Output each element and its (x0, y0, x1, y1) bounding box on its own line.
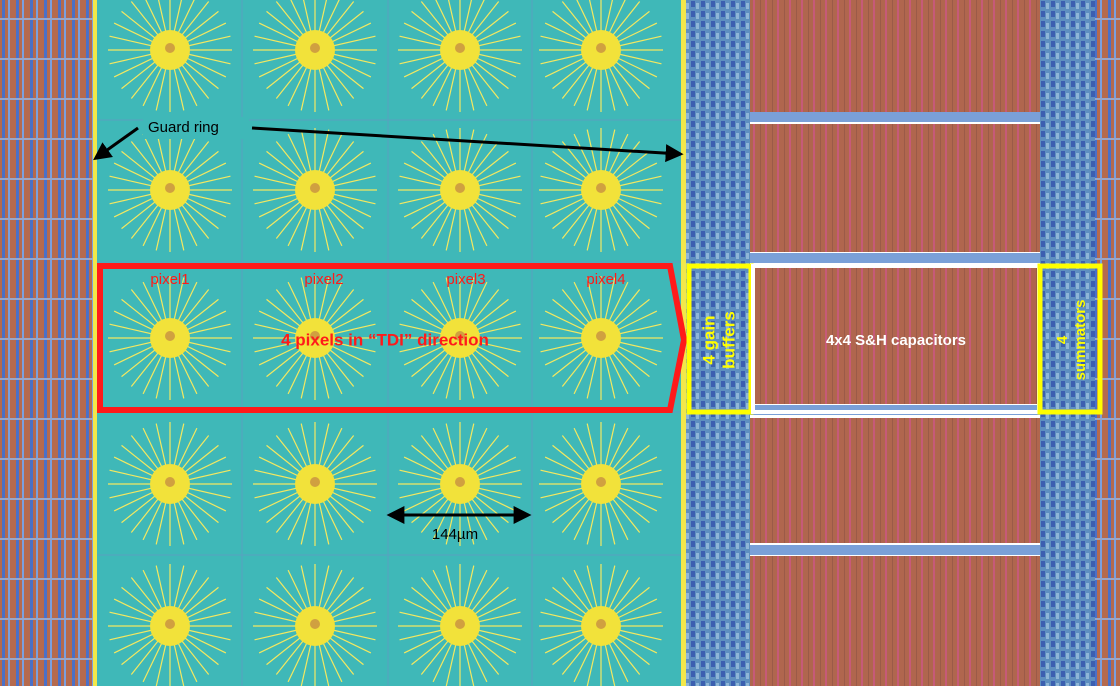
diode-center (165, 331, 175, 341)
guard-ring-label: Guard ring (148, 119, 219, 136)
diode-center (596, 477, 606, 487)
diode-center (596, 43, 606, 53)
pixel-label: pixel3 (446, 271, 485, 288)
diode-center (165, 183, 175, 193)
diode-center (310, 183, 320, 193)
buffer-label-line: buffers (719, 311, 738, 369)
bus (750, 112, 1040, 122)
page: pixel1 pixel2 pixel3 pixel4 4 pixels in … (0, 0, 1120, 686)
tdi-label: 4 pixels in “TDI” direction (281, 330, 489, 349)
diode-center (596, 619, 606, 629)
pixel-label: pixel1 (150, 271, 189, 288)
diode-center (310, 619, 320, 629)
capacitor-label: 4x4 S&H capacitors (826, 332, 966, 349)
diode-center (596, 183, 606, 193)
buffer-label: 4 gain buffers (699, 311, 738, 369)
diode-center (310, 43, 320, 53)
diode-center (455, 183, 465, 193)
bus (750, 545, 1040, 555)
capacitor-bank (750, 418, 1040, 543)
diode-center (165, 477, 175, 487)
capacitor-bank (750, 0, 1040, 112)
guard-ring-left (93, 0, 97, 686)
diode-center (165, 43, 175, 53)
capacitor-bank (750, 124, 1040, 252)
pitch-label: 144µm (432, 526, 478, 543)
diode-center (455, 619, 465, 629)
left-strip (0, 0, 95, 686)
diode-center (455, 43, 465, 53)
diode-center (596, 331, 606, 341)
summator-label-line: summators (1072, 300, 1089, 381)
diode-center (310, 477, 320, 487)
summator-label-line: 4 (1054, 335, 1071, 344)
capacitor-bank (750, 556, 1040, 686)
diode-center (165, 619, 175, 629)
pixel-label: pixel2 (304, 271, 343, 288)
pixel-label: pixel4 (586, 271, 625, 288)
buffer-label-line: 4 gain (699, 315, 718, 364)
chip-layout: pixel1 pixel2 pixel3 pixel4 4 pixels in … (0, 0, 1120, 686)
diode-center (455, 477, 465, 487)
bus (750, 253, 1040, 263)
